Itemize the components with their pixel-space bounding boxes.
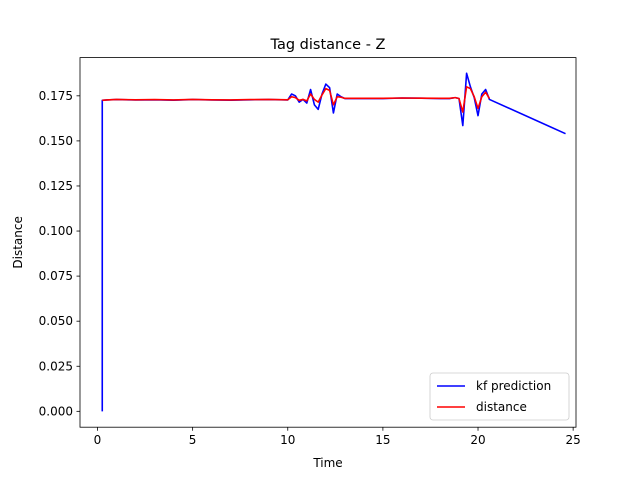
x-tick-label: 5	[189, 433, 197, 447]
legend: kf prediction distance	[429, 372, 570, 421]
x-tick-label: 0	[94, 433, 102, 447]
x-axis-label: Time	[312, 456, 342, 470]
y-tick-label: 0.175	[39, 89, 73, 103]
plot-frame	[79, 57, 577, 428]
series-layer	[101, 72, 566, 412]
legend-box	[429, 372, 570, 421]
y-tick-label: 0.150	[39, 134, 73, 148]
series-line-distance	[102, 86, 491, 113]
x-tick-label: 15	[375, 433, 390, 447]
x-tick-label: 10	[280, 433, 295, 447]
y-tick-label: 0.000	[39, 404, 73, 418]
x-axis-ticks: 0 5 10 15 20 25	[94, 427, 581, 447]
x-tick-label: 25	[566, 433, 581, 447]
legend-label-distance: distance	[476, 400, 527, 414]
y-tick-label: 0.025	[39, 359, 73, 373]
y-axis-ticks: 0.000 0.025 0.050 0.075 0.100 0.125 0.150 0.175	[39, 89, 80, 418]
y-tick-label: 0.125	[39, 179, 73, 193]
x-tick-label: 20	[470, 433, 485, 447]
plot-area	[80, 57, 576, 428]
chart-title: Tag distance - Z	[270, 37, 386, 53]
legend-label-kf-prediction: kf prediction	[476, 379, 551, 393]
y-tick-label: 0.075	[39, 269, 73, 283]
y-axis-label: Distance	[11, 216, 25, 268]
y-tick-label: 0.050	[39, 314, 73, 328]
y-tick-label: 0.100	[39, 224, 73, 238]
